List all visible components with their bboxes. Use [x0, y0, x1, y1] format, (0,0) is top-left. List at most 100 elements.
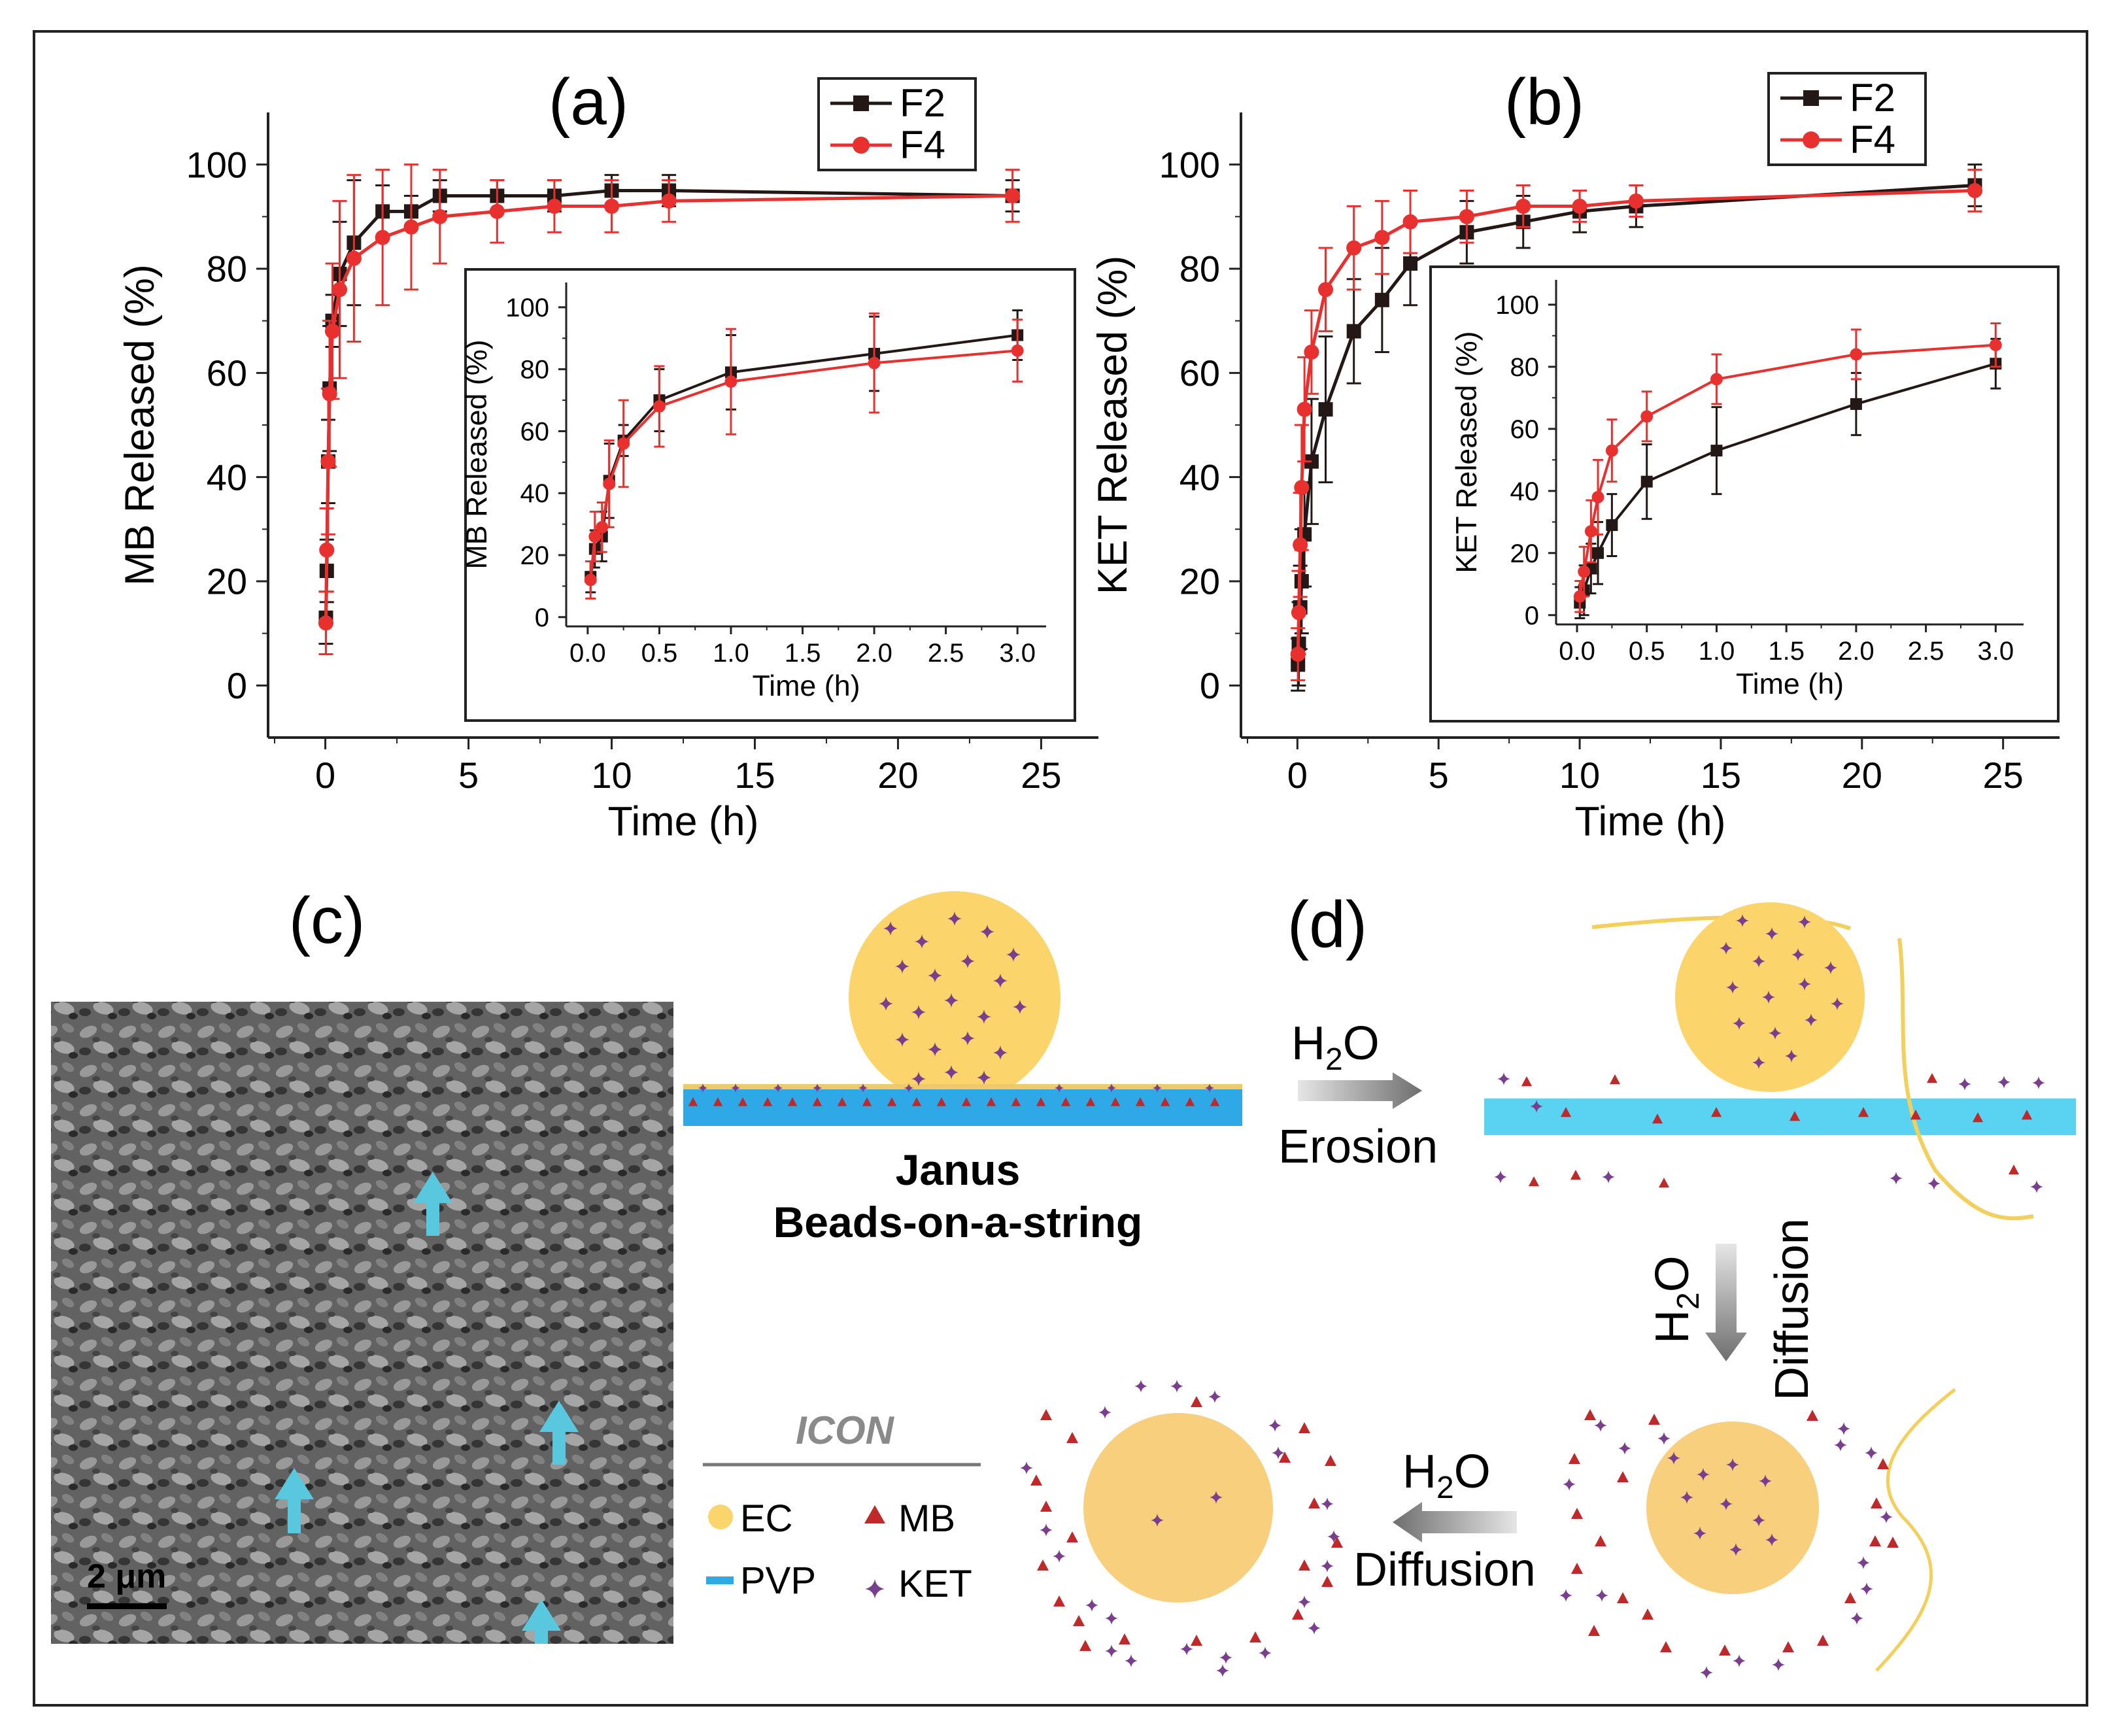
diffusion-arrow-left: H2O Diffusion	[1353, 1446, 1536, 1596]
janus-fiber-initial	[683, 891, 1242, 1126]
mb-particle	[911, 1097, 922, 1106]
legend-label: F2	[1850, 76, 1895, 120]
ket-particle	[1321, 1497, 1334, 1510]
data-point	[1584, 525, 1597, 538]
sem-image: 2 μm	[51, 1002, 673, 1644]
pvp-icon	[706, 1576, 734, 1584]
diffusion-arrow-down: H2O Diffusion	[1646, 1218, 1818, 1401]
mb-particle	[1528, 1176, 1540, 1187]
legend-marker	[853, 95, 869, 111]
data-point	[403, 219, 419, 235]
legend-marker	[1803, 131, 1820, 148]
ket-particle	[1680, 1491, 1693, 1504]
ket-particle	[1105, 1612, 1118, 1625]
ket-particle	[2032, 1076, 2045, 1089]
ec-bead	[849, 891, 1060, 1103]
ket-particle	[1216, 1664, 1229, 1677]
mb-particle	[1249, 1631, 1261, 1642]
ket-particle	[1834, 1438, 1847, 1452]
data-point	[724, 375, 738, 388]
y-axis-label: KET Released (%)	[1090, 256, 1136, 594]
ket-particles	[698, 911, 1214, 1093]
ket-particle	[1618, 1442, 1631, 1455]
ket-cloud-1	[1559, 1419, 1893, 1679]
ket-particle	[915, 934, 929, 949]
x-tick-label: 0	[315, 755, 335, 796]
legend-ket-label: KET	[898, 1563, 972, 1605]
mb-particle	[1331, 1537, 1343, 1548]
ket-particle	[993, 974, 1008, 988]
mb-particle	[1858, 1107, 1869, 1117]
data-point	[1291, 605, 1307, 621]
ket-particle	[1769, 1027, 1782, 1040]
arrow-left-icon	[1393, 1502, 1517, 1542]
ket-particle	[1595, 1589, 1608, 1602]
mb-particle	[688, 1097, 698, 1106]
mb-particle	[1292, 1608, 1304, 1620]
y-tick-label: 80	[520, 356, 550, 384]
mb-particle	[1789, 1111, 1801, 1121]
x-tick-label: 15	[734, 755, 775, 796]
series-f4	[1573, 322, 2002, 613]
ket-particle	[1805, 1013, 1818, 1027]
y-tick-label: 40	[1510, 477, 1540, 506]
y-tick-label: 20	[207, 561, 247, 602]
y-tick-label: 60	[207, 352, 247, 394]
x-tick-label: 0.5	[641, 639, 678, 668]
y-tick-label: 80	[1510, 353, 1540, 382]
ket-particle	[980, 925, 994, 939]
x-tick-label: 0.0	[569, 639, 606, 668]
arrow-down-icon	[1705, 1244, 1747, 1361]
ket-particle	[977, 1070, 991, 1085]
y-tick-label: 100	[186, 144, 247, 185]
mb-particle	[1191, 1396, 1202, 1407]
data-point	[1640, 410, 1654, 423]
x-tick-label: 25	[1021, 755, 1061, 796]
ket-particle	[1602, 1170, 1615, 1183]
mb-particle	[787, 1097, 798, 1106]
x-axis-label: Time (h)	[752, 670, 860, 702]
x-axis-label: Time (h)	[1574, 799, 1725, 845]
step3-h: H	[1402, 1446, 1436, 1498]
mb-particle	[1642, 1608, 1654, 1620]
x-tick-label: 1.0	[1699, 637, 1735, 666]
legend-label: F4	[900, 123, 945, 167]
y-axis-label: MB Released (%)	[460, 339, 493, 569]
ket-particle	[1824, 961, 1837, 974]
ket-particle	[731, 1083, 740, 1093]
data-point	[1374, 230, 1390, 245]
ket-particle	[1762, 991, 1775, 1004]
erosion-arrow: H2O Erosion	[1278, 1017, 1438, 1173]
x-tick-label: 20	[877, 755, 918, 796]
data-point	[1294, 480, 1310, 496]
x-tick-label: 2.0	[856, 639, 892, 668]
data-point	[1850, 348, 1863, 361]
ket-particle	[1765, 927, 1778, 940]
mb-cloud-2	[1030, 1396, 1343, 1651]
x-tick-label: 0	[1287, 755, 1308, 796]
data-point	[1290, 646, 1306, 662]
inset-axes: 0 20 40 60 80 100 0.0 0.5 1.0 1.5 2.0 2.5 3.0 Time (h…	[1450, 280, 2024, 700]
mb-particle	[1210, 1097, 1220, 1106]
y-tick-label: 100	[1159, 144, 1220, 185]
ket-particle	[1733, 1017, 1746, 1030]
mb-particle	[1609, 1074, 1621, 1085]
data-point	[1402, 214, 1418, 230]
mb-particle	[812, 1097, 823, 1106]
data-point	[1850, 398, 1862, 410]
y-tick-label: 0	[1200, 665, 1220, 706]
mb-particle	[1972, 1112, 1984, 1123]
janus-subtitle: Beads-on-a-string	[773, 1198, 1143, 1246]
ket-particle	[813, 1083, 822, 1093]
eroded-fiber	[1484, 902, 2076, 1221]
legend-label: F4	[1850, 118, 1895, 162]
ket-particle	[1729, 1543, 1742, 1556]
mb-particle	[1588, 1625, 1600, 1636]
step3-label: Diffusion	[1353, 1544, 1536, 1596]
y-axis-label: KET Released (%)	[1450, 331, 1483, 573]
inset-chart: 0 20 40 60 80 100 0.0 0.5 1.0 1.5 2.0 2.5 3.0 Time (h…	[460, 268, 1076, 722]
mb-particle	[1871, 1497, 1882, 1508]
ket-particle	[883, 921, 898, 936]
ket-particle	[2030, 1180, 2043, 1193]
data-point	[1459, 209, 1474, 224]
